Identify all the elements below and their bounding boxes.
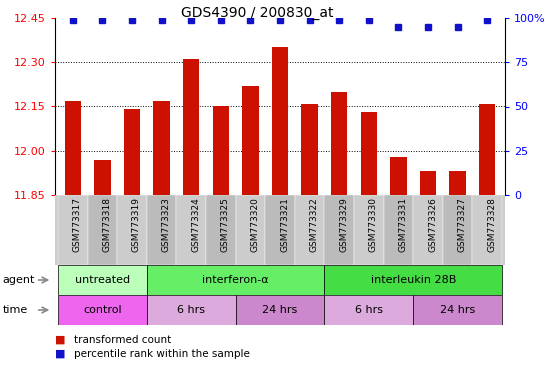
Text: GSM773324: GSM773324 — [191, 197, 200, 252]
Text: GSM773326: GSM773326 — [428, 197, 437, 252]
Text: transformed count: transformed count — [74, 335, 172, 345]
Bar — [147, 295, 235, 325]
Bar — [324, 295, 413, 325]
Bar — [301, 104, 318, 195]
Text: GSM773325: GSM773325 — [221, 197, 230, 252]
Text: 24 hrs: 24 hrs — [262, 305, 298, 315]
Bar — [87, 195, 117, 265]
Bar — [295, 195, 324, 265]
Bar — [413, 295, 502, 325]
Text: untreated: untreated — [75, 275, 130, 285]
Bar — [413, 195, 443, 265]
Bar — [235, 195, 265, 265]
Bar — [449, 171, 466, 195]
Bar — [390, 157, 406, 195]
Bar — [265, 195, 295, 265]
Bar — [354, 195, 383, 265]
Bar — [58, 265, 147, 295]
Bar — [472, 195, 502, 265]
Text: interferon-α: interferon-α — [202, 275, 269, 285]
Text: 6 hrs: 6 hrs — [177, 305, 205, 315]
Bar — [272, 48, 288, 195]
Bar — [124, 109, 140, 195]
Bar — [147, 265, 324, 295]
Text: GSM773319: GSM773319 — [132, 197, 141, 252]
Bar — [383, 195, 413, 265]
Text: GSM773317: GSM773317 — [73, 197, 82, 252]
Bar — [64, 101, 81, 195]
Text: GSM773328: GSM773328 — [487, 197, 496, 252]
Bar — [153, 101, 170, 195]
Text: percentile rank within the sample: percentile rank within the sample — [74, 349, 250, 359]
Text: agent: agent — [3, 275, 35, 285]
Text: GSM773320: GSM773320 — [250, 197, 260, 252]
Text: GSM773321: GSM773321 — [280, 197, 289, 252]
Text: GSM773331: GSM773331 — [398, 197, 408, 252]
Text: GSM773318: GSM773318 — [102, 197, 111, 252]
Bar — [235, 295, 324, 325]
Bar — [177, 195, 206, 265]
Bar — [242, 86, 258, 195]
Bar — [94, 160, 111, 195]
Bar — [147, 195, 177, 265]
Text: GSM773330: GSM773330 — [369, 197, 378, 252]
Bar — [361, 113, 377, 195]
Text: ■: ■ — [55, 349, 65, 359]
Bar — [324, 265, 502, 295]
Bar — [58, 295, 147, 325]
Bar — [213, 106, 229, 195]
Text: interleukin 28B: interleukin 28B — [371, 275, 456, 285]
Text: GDS4390 / 200830_at: GDS4390 / 200830_at — [182, 6, 334, 20]
Text: 6 hrs: 6 hrs — [355, 305, 383, 315]
Text: time: time — [3, 305, 28, 315]
Bar — [206, 195, 235, 265]
Text: 24 hrs: 24 hrs — [440, 305, 475, 315]
Bar — [331, 92, 348, 195]
Bar — [479, 104, 496, 195]
Bar — [117, 195, 147, 265]
Bar — [58, 195, 87, 265]
Text: GSM773327: GSM773327 — [458, 197, 466, 252]
Bar — [183, 59, 199, 195]
Text: control: control — [83, 305, 122, 315]
Text: GSM773329: GSM773329 — [339, 197, 348, 252]
Text: ■: ■ — [55, 335, 65, 345]
Bar — [420, 171, 436, 195]
Bar — [324, 195, 354, 265]
Text: GSM773323: GSM773323 — [162, 197, 170, 252]
Bar — [443, 195, 472, 265]
Text: GSM773322: GSM773322 — [310, 197, 318, 252]
